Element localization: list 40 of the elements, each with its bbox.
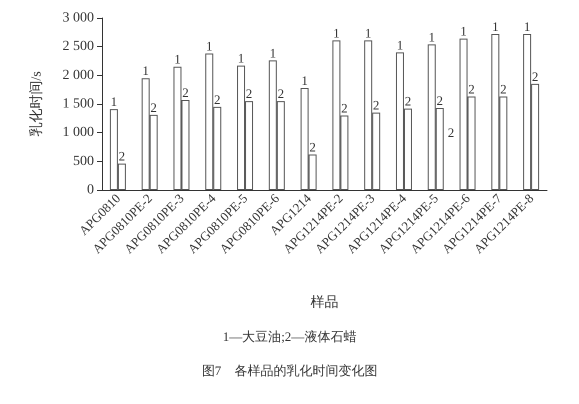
text: 2 [214,92,220,107]
text: 2 [404,94,412,109]
text: 2 [246,86,252,102]
text: 2 [468,82,475,97]
y-tick-label: 2 500 [62,39,94,54]
y-axis-title: 乳化时间/s [28,71,44,137]
annotation: 2 [448,125,454,140]
text: 2 [309,139,316,154]
text: 1 [492,19,499,34]
text: 1 [301,72,308,88]
text: 1 [364,25,372,40]
text: 1 [460,24,467,39]
text: 1 [270,45,276,60]
text: 2 [436,93,443,108]
x-axis-title: 样品 [310,294,338,310]
text: 2 [532,68,538,84]
text: 1 [524,19,530,34]
text: 2 [341,100,348,116]
text: 1 [142,63,149,78]
text: 1 [238,50,244,66]
text: 2 [182,84,189,100]
text: 2 [150,100,157,115]
text: 2 [372,98,380,113]
series-label: 1 [110,94,118,110]
text: 2 [500,82,507,97]
text: 1 [396,37,404,52]
text: 1 [206,38,212,54]
y-tick-label: 1 500 [62,96,94,112]
y-tick-label: 500 [73,154,94,169]
y-tick-label: 1 000 [62,125,94,140]
text: 1 [174,52,181,67]
text: 1 [428,29,435,44]
text: 图7 各样品的乳化时间变化图 [202,363,378,378]
y-tick-label: 0 [87,182,94,198]
series-label: 2 [118,148,126,164]
text: 1 [333,25,340,40]
text: 1—大豆油;2—液体石蜡 [222,329,356,344]
text: 2 [278,86,284,102]
y-tick-label: 2 000 [62,68,94,83]
y-tick-label: 3 000 [62,10,94,26]
